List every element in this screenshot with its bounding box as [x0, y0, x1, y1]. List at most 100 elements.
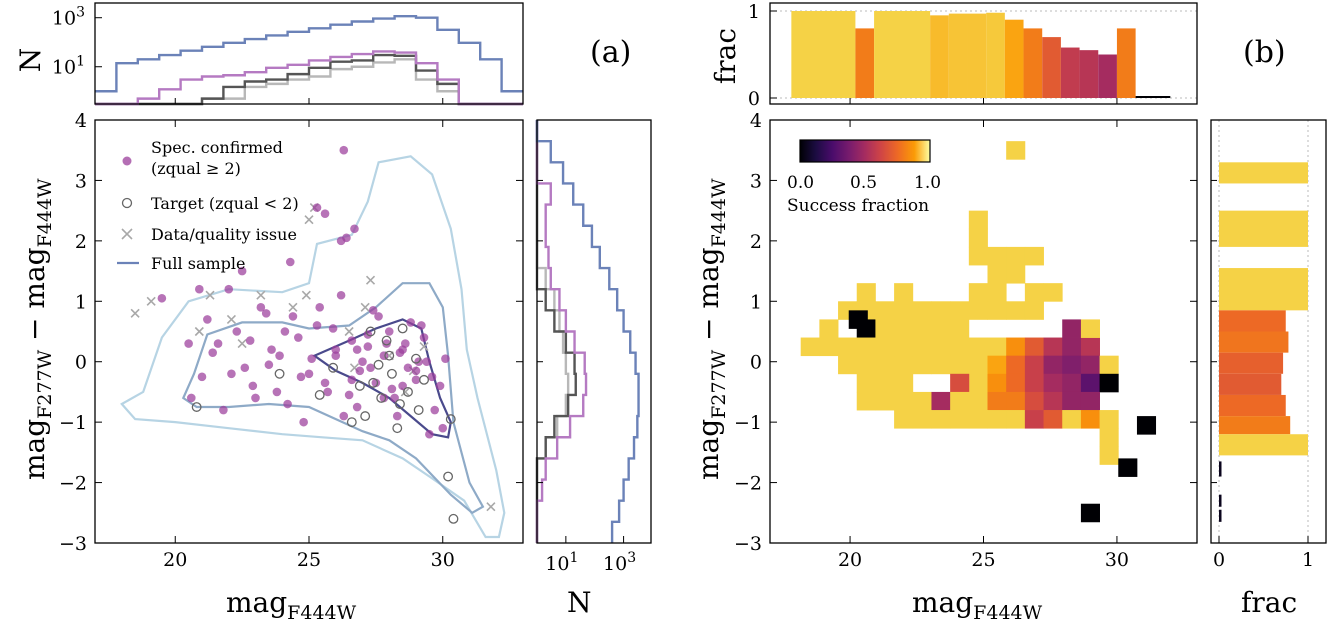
spec-point [283, 399, 292, 409]
target-point [384, 350, 395, 361]
heatmap-cell [1062, 373, 1082, 393]
colorbar-tick-1: 1.0 [914, 173, 941, 193]
heatmap-cell [1062, 319, 1082, 338]
heatmap-cell [894, 391, 914, 411]
right-frac-bar [1219, 494, 1222, 507]
ytick-label: −3 [59, 533, 87, 555]
heatmap-cell [950, 373, 970, 393]
heatmap-cell [856, 283, 876, 302]
issue-point [146, 296, 156, 306]
heatmap-cell [875, 355, 895, 375]
right-hist-spec [535, 120, 588, 543]
heatmap-cell [912, 391, 932, 411]
heatmap-cell [838, 337, 858, 357]
heatmap-cell [950, 337, 970, 357]
top-hist-ytick-label: 103 [52, 5, 85, 30]
spec-point [384, 327, 394, 336]
target-point [445, 414, 456, 425]
ytick-label: 1 [75, 291, 87, 313]
heatmap-cell [1024, 355, 1044, 375]
heatmap-cell [875, 373, 895, 393]
panel-a-legend: Spec. confirmed (zqual ≥ 2) Target (zqua… [117, 138, 299, 273]
spec-point [203, 315, 212, 324]
spec-point [184, 339, 193, 348]
spec-point [275, 351, 284, 360]
spec-point [352, 345, 362, 354]
right-hist-xtick-label: 101 [545, 550, 578, 575]
heatmap-cell [912, 301, 932, 320]
heatmap-cell [968, 210, 988, 230]
target-point [386, 368, 397, 379]
spec-point [245, 336, 255, 345]
panel-a-scatter: 20 25 30 −3 −2 −1 0 1 2 3 4 [59, 110, 524, 571]
heatmap-cell [1080, 355, 1100, 375]
target-point [354, 380, 365, 391]
heatmap-cell [1043, 391, 1063, 411]
heatmap-cell [1024, 410, 1044, 429]
legend-label-target: Target (zqual < 2) [151, 194, 299, 213]
ytick-label: 0 [75, 352, 87, 374]
heatmap-cell [1043, 283, 1063, 302]
issue-point [301, 290, 311, 300]
spec-point [352, 402, 362, 412]
heatmap-cell [968, 391, 988, 411]
heatmap-cell [1080, 337, 1100, 357]
heatmap-cell [875, 391, 895, 411]
target-point [403, 386, 413, 397]
colorbar: 0.0 0.5 1.0 Success fraction [787, 139, 941, 216]
heatmap-cell [968, 410, 988, 429]
heatmap-cell [931, 301, 951, 320]
issue-point [419, 342, 429, 352]
spec-point [366, 363, 375, 373]
top-frac-bar [1060, 47, 1080, 98]
heatmap-cell [1080, 391, 1100, 411]
spec-point [288, 312, 298, 321]
ytick-label: 0 [750, 352, 762, 374]
panel-b-ylabel: magF277W − magF444W [692, 178, 730, 480]
spec-point [331, 345, 341, 354]
spec-point [323, 387, 333, 397]
spec-point [398, 381, 407, 391]
spec-point [307, 354, 316, 363]
top-frac-bar [1116, 28, 1136, 98]
heatmap-cell [1006, 410, 1026, 429]
panel-label-b: (b) [1243, 35, 1286, 70]
spec-point [312, 203, 322, 212]
spec-point [320, 378, 330, 388]
heatmap-cell [912, 355, 932, 375]
ytick-label: −2 [59, 473, 87, 495]
ytick-label: 2 [750, 231, 762, 253]
spec-point [395, 348, 405, 357]
heatmap-cell [1024, 373, 1044, 393]
heatmap-cell [1136, 416, 1157, 435]
ytick-label: 3 [750, 170, 762, 192]
heatmap-cell [856, 373, 876, 393]
spec-point [347, 375, 357, 385]
top-frac-bar [1042, 37, 1061, 98]
spec-point [237, 266, 247, 276]
spec-point [187, 393, 196, 403]
top-frac-ytick-label: 0 [748, 88, 760, 110]
heatmap-cell [894, 337, 914, 357]
ytick-label: −3 [734, 533, 762, 555]
top-frac-bar [855, 28, 875, 98]
heatmap-cell [894, 283, 914, 302]
heatmap-cell [950, 355, 970, 375]
right-frac-bar [1219, 352, 1284, 374]
heatmap-cell [987, 246, 1007, 266]
right-frac-bar [1219, 434, 1308, 456]
heatmap-cell [1024, 337, 1044, 357]
spec-point [403, 363, 413, 373]
spec-point [208, 348, 217, 357]
top-hist-spec [95, 50, 523, 106]
heatmap-cell [912, 410, 932, 429]
spec-point [197, 372, 207, 382]
target-point [395, 399, 405, 409]
panel-b-heatmap: 20 25 30 −3 −2 −1 0 1 2 3 4 [734, 110, 1198, 571]
spec-point [267, 345, 276, 354]
ytick-label: 3 [75, 170, 87, 192]
top-frac-bar [1079, 50, 1099, 98]
legend-label-issue: Data/quality issue [151, 225, 297, 244]
target-point [328, 362, 339, 373]
